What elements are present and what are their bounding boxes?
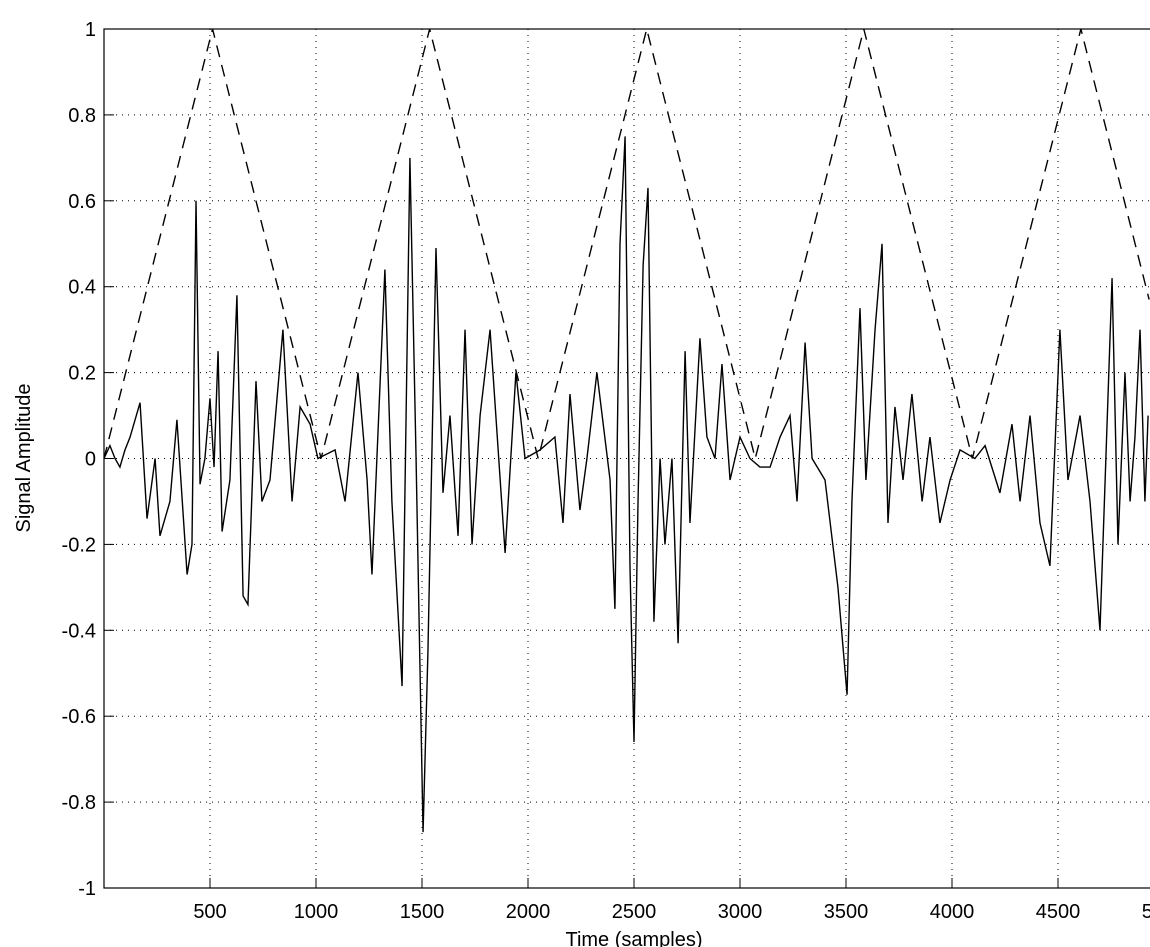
y-tick-label: -0.2 xyxy=(62,534,96,556)
x-tick-label: 500 xyxy=(193,901,226,923)
y-tick-label: -0.8 xyxy=(62,792,96,814)
y-tick-label: -0.6 xyxy=(62,706,96,728)
y-axis-label: Signal Amplitude xyxy=(13,384,35,533)
signal-line xyxy=(103,28,1150,459)
x-tick-label: 3000 xyxy=(718,901,763,923)
signal-line xyxy=(103,136,1149,833)
x-tick-label: 4500 xyxy=(1036,901,1081,923)
y-tick-label: -1 xyxy=(78,878,96,900)
y-tick-label: -0.4 xyxy=(62,620,96,642)
x-tick-label: 2500 xyxy=(612,901,657,923)
y-tick-label: 0.2 xyxy=(68,363,96,385)
x-tick-label: 5000 xyxy=(1142,901,1150,923)
y-tick-label: 0.4 xyxy=(68,277,96,299)
y-tick-label: 0 xyxy=(85,449,96,471)
y-tick-label: 1 xyxy=(85,19,96,41)
x-axis-label: Time (samples) xyxy=(565,929,702,947)
y-tick-label: 0.6 xyxy=(68,191,96,213)
x-tick-label: 3500 xyxy=(824,901,869,923)
y-tick-label: 0.8 xyxy=(68,105,96,127)
x-tick-label: 2000 xyxy=(506,901,551,923)
x-tick-label: 1000 xyxy=(294,901,339,923)
x-tick-label: 1500 xyxy=(400,901,445,923)
x-tick-label: 4000 xyxy=(930,901,975,923)
